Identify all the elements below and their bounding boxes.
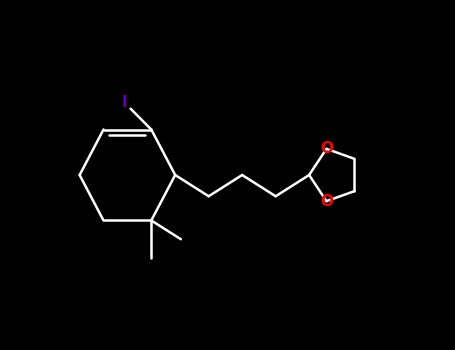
Text: O: O <box>320 141 333 156</box>
Text: O: O <box>320 194 333 209</box>
Text: I: I <box>121 94 127 110</box>
